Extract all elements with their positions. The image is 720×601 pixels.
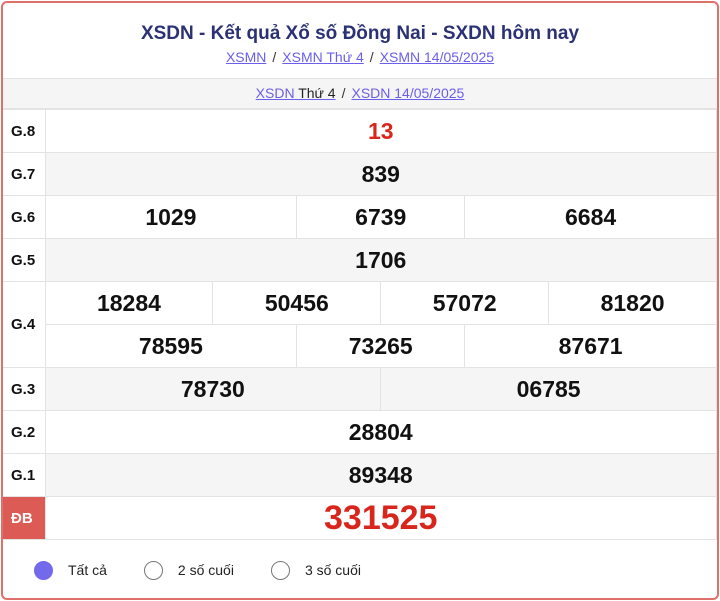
prize-number: 89348 [44, 453, 717, 497]
prize-label: G.1 [3, 453, 46, 497]
filter-label: 3 số cuối [304, 562, 361, 578]
prize-label: G.8 [3, 109, 46, 153]
breadcrumb-xsmn[interactable]: XSMN [225, 49, 267, 65]
prize-label: G.5 [3, 238, 46, 282]
prize-label: G.2 [3, 410, 46, 454]
link-prefix: XSDN [255, 85, 295, 101]
prize-label: G.7 [3, 152, 46, 196]
radio-icon[interactable] [143, 560, 163, 580]
prize-number: 6739 [296, 195, 466, 239]
row-g2: G.2 28804 [3, 410, 717, 454]
filter-label: 2 số cuối [177, 562, 234, 578]
sub-navigation: XSDN Thứ 4 / XSDN 14/05/2025 [3, 79, 717, 109]
header: XSDN - Kết quả Xổ số Đồng Nai - SXDN hôm… [3, 3, 717, 79]
prize-number: 73265 [296, 324, 466, 368]
prize-number: 1706 [44, 238, 717, 282]
row-special: ĐB 331525 [3, 496, 717, 540]
prize-number: 6684 [464, 195, 717, 239]
prize-label: G.3 [3, 367, 46, 411]
prize-number: 57072 [380, 281, 550, 325]
prize-number: 78595 [44, 324, 298, 368]
prize-number: 1029 [44, 195, 298, 239]
prize-number: 78730 [44, 367, 382, 411]
filter-last-3[interactable]: 3 số cuối [270, 560, 361, 580]
results-table: G.8 13 G.7 839 G.6 1029 6739 6684 G.5 1706 G.4… [3, 109, 717, 540]
row-g4: G.4 18284 50456 57072 81820 [3, 281, 717, 368]
row-g6: G.6 1029 6739 6684 [3, 195, 717, 239]
special-prize-label: ĐB [3, 496, 46, 540]
prize-label: G.6 [3, 195, 46, 239]
filter-last-2[interactable]: 2 số cuối [143, 560, 234, 580]
prize-label: G.4 [3, 281, 46, 368]
breadcrumb: XSMN / XSMN Thứ 4 / XSMN 14/05/2025 [3, 49, 717, 65]
breadcrumb-xsmn-weekday[interactable]: XSMN Thứ 4 [282, 49, 364, 65]
row-g8: G.8 13 [3, 109, 717, 153]
separator: / [369, 49, 374, 65]
digit-filter: Tất cả 2 số cuối 3 số cuối [3, 540, 717, 598]
filter-all[interactable]: Tất cả [34, 560, 107, 580]
link-xsdn-weekday[interactable]: XSDN Thứ 4 [256, 85, 336, 101]
prize-number: 50456 [212, 281, 382, 325]
prize-number: 13 [44, 109, 717, 153]
prize-number: 28804 [44, 410, 717, 454]
separator: / [272, 49, 277, 65]
link-xsdn-date[interactable]: XSDN 14/05/2025 [351, 85, 465, 101]
prize-number: 839 [44, 152, 717, 196]
radio-selected-icon[interactable] [34, 560, 53, 580]
link-suffix: Thứ 4 [298, 85, 336, 101]
prize-number: 81820 [548, 281, 717, 325]
page-title: XSDN - Kết quả Xổ số Đồng Nai - SXDN hôm… [140, 23, 580, 44]
special-prize-number: 331525 [44, 496, 717, 540]
radio-icon[interactable] [270, 560, 290, 580]
row-g7: G.7 839 [3, 152, 717, 196]
row-g1: G.1 89348 [3, 453, 717, 497]
prize-number: 87671 [464, 324, 717, 368]
separator: / [341, 85, 346, 101]
prize-number: 06785 [380, 367, 717, 411]
row-g3: G.3 78730 06785 [3, 367, 717, 411]
breadcrumb-xsmn-date[interactable]: XSMN 14/05/2025 [379, 49, 495, 65]
row-g4-2: 78595 73265 87671 [3, 324, 717, 368]
prize-number: 18284 [44, 281, 214, 325]
filter-label: Tất cả [68, 562, 107, 578]
row-g5: G.5 1706 [3, 238, 717, 282]
